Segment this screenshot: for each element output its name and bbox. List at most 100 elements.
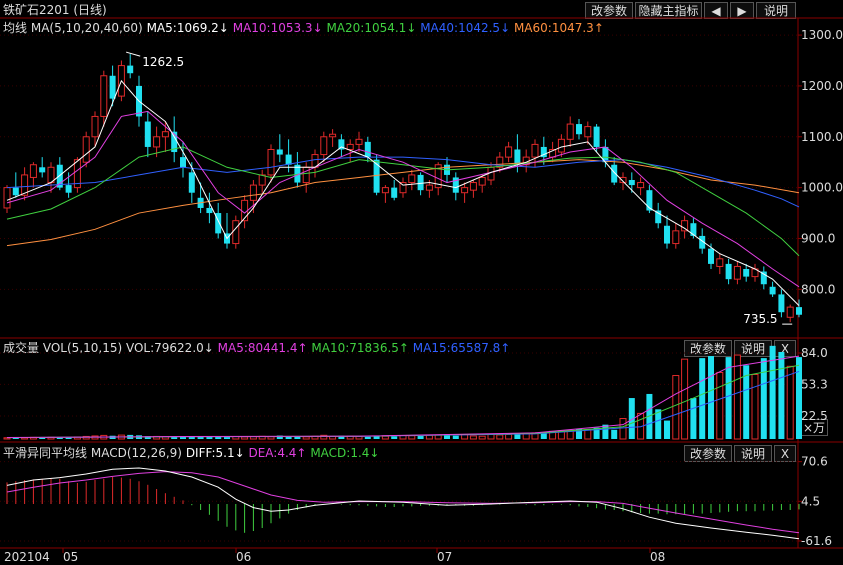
candle-body-16 [144, 121, 151, 147]
volume-bar-44 [391, 436, 398, 439]
volume-bar-67 [593, 427, 600, 439]
low-annotation: 735.5 [743, 312, 777, 326]
candle-body-0 [3, 187, 11, 209]
volume-bar-1 [12, 437, 19, 439]
ma10-value: MA10:1053.3↓ [232, 21, 323, 35]
ma20-line [6, 146, 800, 257]
volume-bar-78 [690, 398, 697, 439]
volume-bar-20 [180, 436, 186, 439]
volume-bar-53 [469, 435, 477, 440]
candle-body-42 [373, 159, 380, 193]
price-tick-label-3: 1000.0 [801, 181, 843, 195]
price-tick-label-5: 800.0 [801, 282, 835, 296]
volume-bar-50 [444, 435, 450, 439]
volume-bar-90 [796, 357, 802, 439]
candle-body-90 [796, 307, 802, 315]
candle-body-37 [329, 133, 337, 138]
candle-body-39 [346, 143, 354, 150]
volume-tick-label-0: 84.0 [801, 346, 828, 360]
ma40-value: MA40:1042.5↓ [420, 21, 511, 35]
candle-body-58 [514, 149, 521, 165]
volume-bar-86 [760, 358, 767, 439]
volume-bar-25 [224, 437, 230, 439]
candle-body-24 [215, 213, 222, 234]
candle-body-76 [672, 230, 680, 245]
macd-tick-label-2: -61.6 [801, 534, 832, 548]
candle-body-51 [452, 177, 459, 193]
candle-body-41 [364, 141, 371, 158]
candle-body-49 [434, 164, 442, 189]
volume-bar-34 [302, 436, 310, 440]
volume-bar-75 [664, 420, 670, 439]
volume-bar-32 [285, 436, 292, 439]
candle-body-84 [743, 268, 750, 277]
macd-close-button[interactable]: X [774, 445, 796, 462]
macd-legend: 平滑异同平均线 MACD(12,26,9) DIFF:5.1↓ DEA:4.4↑… [3, 446, 379, 460]
vol-value: VOL:79622.0↓ [125, 341, 214, 355]
price-tick-label-4: 900.0 [801, 231, 835, 245]
macd-tick-label-0: 70.6 [801, 455, 828, 469]
macd-value: MACD:1.4↓ [310, 446, 380, 460]
candle-body-83 [733, 265, 741, 280]
candle-body-87 [769, 286, 776, 295]
price-tick-label-1: 1200.0 [801, 79, 843, 93]
dea-line [6, 471, 800, 534]
candle-body-20 [180, 157, 186, 168]
price-tick-label-0: 1300.0 [801, 28, 843, 42]
volume-bar-89 [786, 365, 794, 440]
candle-body-23 [206, 207, 213, 214]
ma5-line [6, 79, 800, 306]
volume-bar-37 [329, 436, 337, 440]
volume-bar-83 [733, 354, 741, 440]
date-label-3: 07 [437, 550, 453, 564]
candle-body-17 [153, 136, 161, 148]
volume-bar-85 [751, 374, 759, 440]
candle-body-78 [690, 223, 697, 236]
volume-bar-76 [672, 375, 680, 440]
vol-legend: 成交量 VOL(5,10,15) VOL:79622.0↓ MA5:80441.… [3, 341, 510, 355]
volume-bar-27 [241, 436, 249, 440]
candle-body-47 [417, 174, 424, 191]
candle-body-54 [478, 176, 486, 186]
candle-body-30 [267, 148, 275, 176]
macd-legend-name: 平滑异同平均线 [3, 446, 88, 460]
volume-bar-54 [478, 435, 486, 440]
ma10-line [6, 110, 800, 288]
candle-body-67 [593, 126, 600, 147]
candle-body-82 [725, 263, 732, 280]
ma-legend-params: MA(5,10,20,40,60) [30, 21, 143, 35]
volume-bar-65 [576, 428, 582, 439]
candle-body-1 [12, 187, 19, 196]
volume-bar-47 [417, 436, 424, 439]
volume-bar-24 [215, 436, 222, 439]
candle-body-38 [338, 139, 345, 150]
volume-bar-41 [364, 436, 371, 439]
high-marker [126, 51, 141, 57]
macd-legend-params: MACD(12,26,9) [90, 446, 182, 460]
ma5-value: MA5:1069.2↓ [146, 21, 229, 35]
candle-body-73 [646, 190, 653, 211]
candle-body-9 [82, 136, 90, 163]
candle-body-14 [127, 65, 134, 74]
volume-tick-label-2: 22.5 [801, 409, 828, 423]
volume-bar-21 [188, 436, 195, 439]
vol-legend-name: 成交量 [3, 341, 40, 355]
candle-body-81 [716, 258, 724, 267]
diff-line [6, 467, 800, 540]
volume-ma15-line [6, 370, 800, 439]
volume-bar-56 [496, 434, 504, 440]
volume-bar-4 [39, 437, 46, 439]
candle-body-70 [619, 176, 627, 184]
volume-bar-88 [778, 351, 785, 439]
volume-bar-16 [144, 436, 151, 439]
candle-body-79 [699, 235, 706, 249]
candle-body-40 [355, 138, 363, 145]
volume-bar-43 [381, 435, 389, 440]
candle-body-86 [760, 271, 767, 285]
candle-body-28 [249, 184, 257, 201]
volume-bar-31 [276, 435, 283, 439]
vol-help-button[interactable]: 说明 [734, 340, 772, 357]
candle-body-89 [786, 306, 794, 318]
candle-body-63 [557, 138, 565, 153]
